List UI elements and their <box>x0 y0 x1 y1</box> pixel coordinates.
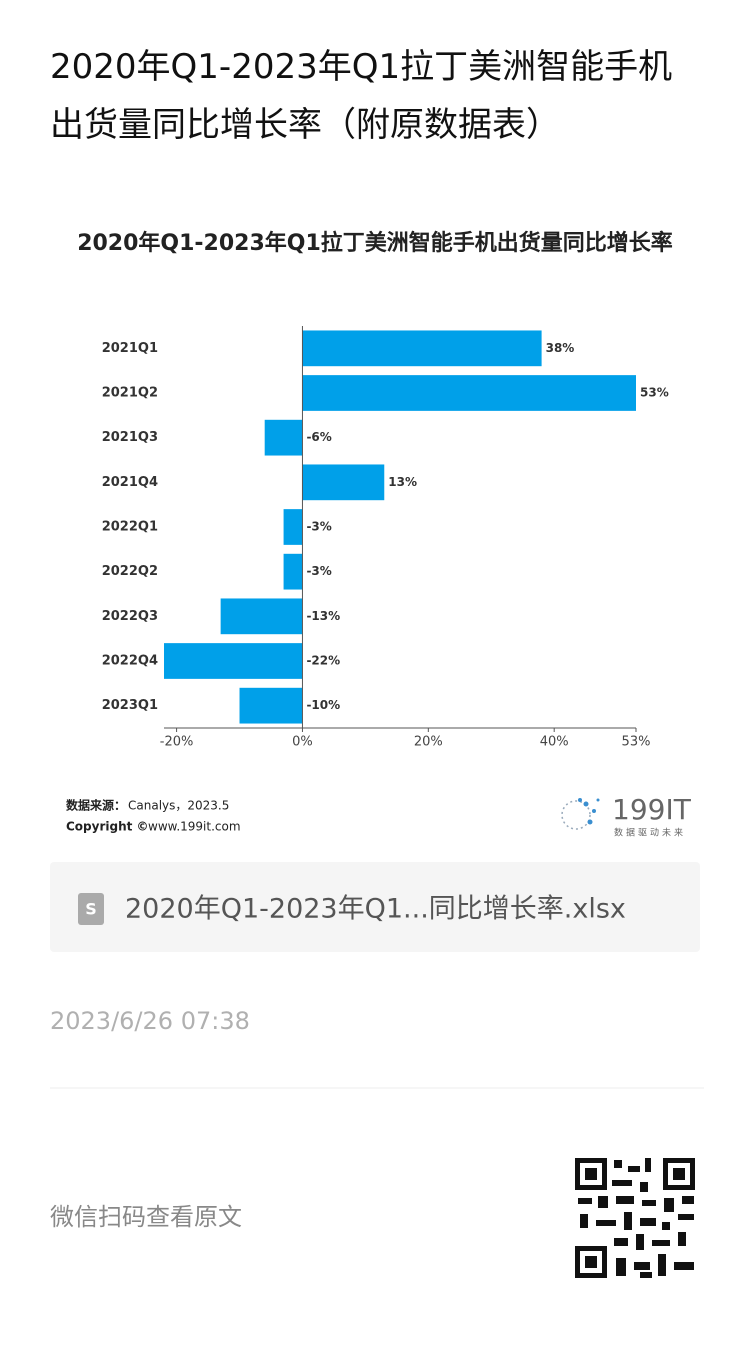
file-icon-glyph: S <box>85 900 97 919</box>
qr-code <box>575 1158 695 1278</box>
y-tick-label: 2021Q2 <box>102 386 158 401</box>
y-tick-label: 2022Q4 <box>102 654 158 669</box>
x-tick-label: 0% <box>292 735 313 750</box>
y-tick-label: 2021Q4 <box>102 475 158 490</box>
bar <box>239 687 303 724</box>
page-title: 2020年Q1-2023年Q1拉丁美洲智能手机出货量同比增长率（附原数据表） <box>50 47 673 145</box>
source: Canalys，2023.5 <box>128 799 229 813</box>
logo-name: 199IT <box>612 793 692 826</box>
x-tick-label: 40% <box>540 735 569 750</box>
bar <box>302 464 385 501</box>
y-tick-label: 2021Q3 <box>102 430 158 445</box>
x-tick-label: -20% <box>160 735 194 750</box>
bar <box>283 509 303 545</box>
x-tick-label: 20% <box>414 735 443 750</box>
data-label: -6% <box>306 430 331 444</box>
y-tick-label: 2021Q1 <box>102 341 158 356</box>
data-label: -3% <box>306 520 331 534</box>
attachment-name[interactable]: 2020年Q1-2023年Q1...同比增长率.xlsx <box>125 894 626 925</box>
data-label: 38% <box>546 341 575 355</box>
data-label: 53% <box>640 386 669 400</box>
bar <box>302 330 542 367</box>
logo-icon <box>561 798 600 830</box>
data-label: -10% <box>306 698 340 712</box>
bar <box>164 643 303 679</box>
y-tick-label: 2022Q2 <box>102 564 158 579</box>
footer-text: 微信扫码查看原文 <box>50 1203 242 1231</box>
logo-slogan: 数据驱动未来 <box>614 827 686 839</box>
copyright: www.199it.com <box>148 820 241 834</box>
file-icon <box>78 893 104 925</box>
x-tick-label: 53% <box>622 735 651 750</box>
bar <box>283 553 303 590</box>
data-label: -13% <box>306 609 340 623</box>
source-label: 数据来源： <box>66 798 126 813</box>
data-label: -3% <box>306 564 331 578</box>
date: 2023/6/26 07:38 <box>50 1007 250 1035</box>
y-tick-label: 2023Q1 <box>102 698 158 713</box>
attachment-card[interactable] <box>50 862 700 952</box>
bar <box>264 419 303 456</box>
chart-title: 2020年Q1-2023年Q1拉丁美洲智能手机出货量同比增长率 <box>77 230 673 256</box>
data-label: -22% <box>306 654 340 668</box>
bar <box>302 375 636 411</box>
y-tick-label: 2022Q3 <box>102 609 158 624</box>
copyright-label: Copyright © <box>66 820 149 834</box>
y-tick-label: 2022Q1 <box>102 520 158 535</box>
bar <box>220 598 303 635</box>
data-label: 13% <box>388 475 417 489</box>
